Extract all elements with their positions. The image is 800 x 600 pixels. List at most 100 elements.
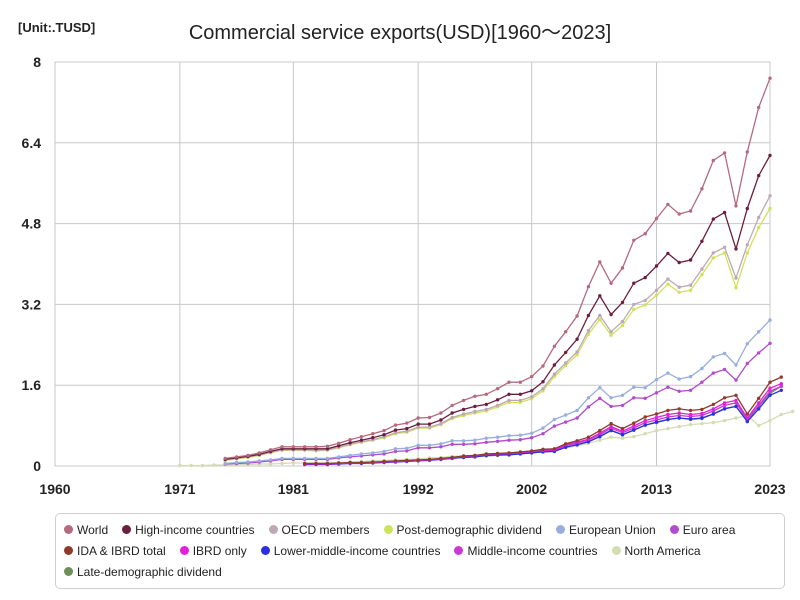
data-point <box>688 408 693 413</box>
x-tick-label: 1992 <box>403 481 434 497</box>
data-point <box>348 453 352 458</box>
data-point <box>586 440 591 444</box>
legend-swatch <box>64 546 73 555</box>
legend-swatch <box>268 525 278 534</box>
data-point <box>609 424 613 429</box>
data-point <box>643 418 647 423</box>
data-point <box>688 388 693 392</box>
data-point <box>745 416 749 420</box>
legend-item-oecd-members[interactable]: OECD members <box>268 519 370 540</box>
data-point <box>393 449 398 454</box>
series-line <box>225 195 771 461</box>
data-point <box>178 463 182 468</box>
data-point <box>234 455 239 459</box>
data-point <box>427 425 432 429</box>
data-point <box>416 443 420 447</box>
data-point <box>722 251 727 255</box>
data-point <box>552 447 557 451</box>
data-point <box>427 443 432 447</box>
data-point <box>530 395 534 399</box>
series-world <box>223 76 772 461</box>
data-point <box>643 432 647 436</box>
legend-swatch <box>454 546 464 555</box>
data-point <box>700 272 704 277</box>
data-point <box>598 438 602 442</box>
data-point <box>461 407 466 412</box>
data-point <box>757 173 761 178</box>
legend-item-ibrd-only[interactable]: IBRD only <box>179 540 247 561</box>
data-point <box>620 403 625 408</box>
data-point <box>552 424 557 428</box>
data-point <box>314 456 318 461</box>
data-point <box>666 371 670 375</box>
data-point <box>382 452 386 456</box>
legend-item-post-demographic-dividend[interactable]: Post-demographic dividend <box>383 519 542 540</box>
data-point <box>564 330 568 334</box>
data-point <box>541 380 545 384</box>
data-point <box>439 421 443 426</box>
x-tick-label: 1981 <box>278 481 309 497</box>
data-point <box>427 446 432 450</box>
data-point <box>722 403 727 408</box>
legend-item-ida-ibrd-total[interactable]: IDA & IBRD total <box>64 540 166 561</box>
grid-lines <box>54 61 771 467</box>
data-point <box>382 449 386 454</box>
data-point <box>291 456 295 461</box>
data-point <box>541 426 545 430</box>
data-point <box>734 286 738 290</box>
data-point <box>711 251 715 255</box>
unit-label: [Unit:.TUSD] <box>18 20 96 35</box>
data-point <box>575 314 579 318</box>
data-point <box>461 412 466 416</box>
data-point <box>575 443 579 447</box>
data-point <box>405 446 409 450</box>
data-point <box>495 398 500 402</box>
data-point <box>541 364 545 368</box>
legend-item-high-income-countries[interactable]: High-income countries <box>122 519 255 540</box>
data-point <box>666 426 670 431</box>
data-point <box>348 460 352 465</box>
data-point <box>711 256 715 260</box>
data-point <box>734 204 738 208</box>
data-point <box>518 450 522 454</box>
legend-item-lower-middle-income-countries[interactable]: Lower-middle-income countries <box>260 540 440 561</box>
data-point <box>439 418 443 422</box>
data-point <box>722 151 727 155</box>
legend-item-european-union[interactable]: European Union <box>555 519 656 540</box>
data-point <box>609 435 613 439</box>
data-point <box>620 433 625 437</box>
legend-item-world[interactable]: World <box>64 519 108 540</box>
data-point <box>416 416 420 420</box>
data-point <box>314 461 318 466</box>
data-point <box>564 350 568 355</box>
data-point <box>575 408 579 413</box>
data-point <box>268 458 273 462</box>
data-point <box>473 404 477 409</box>
data-point <box>734 393 738 397</box>
legend-item-north-america[interactable]: North America <box>611 540 701 561</box>
data-point <box>620 300 625 305</box>
legend-item-middle-income-countries[interactable]: Middle-income countries <box>454 540 598 561</box>
data-point <box>643 396 647 400</box>
data-point <box>700 267 704 271</box>
data-point <box>768 341 772 345</box>
data-point <box>291 461 295 465</box>
data-point <box>688 258 693 262</box>
x-tick-label: 2002 <box>516 481 547 497</box>
data-point <box>722 418 727 423</box>
legend-item-euro-area[interactable]: Euro area <box>669 519 735 540</box>
legend-label: IDA & IBRD total <box>77 543 166 558</box>
x-tick-label: 1971 <box>164 481 195 497</box>
legend-item-late-demographic-dividend[interactable]: Late-demographic dividend <box>64 561 222 582</box>
data-point <box>677 377 681 381</box>
data-point <box>666 415 670 419</box>
legend-swatch <box>383 525 393 534</box>
data-point <box>654 264 659 268</box>
legend-label: European Union <box>568 522 656 537</box>
data-point <box>711 217 715 221</box>
data-point <box>768 380 772 384</box>
data-point <box>666 251 670 256</box>
data-point <box>598 435 602 439</box>
data-point <box>620 429 625 433</box>
data-point <box>768 153 772 158</box>
